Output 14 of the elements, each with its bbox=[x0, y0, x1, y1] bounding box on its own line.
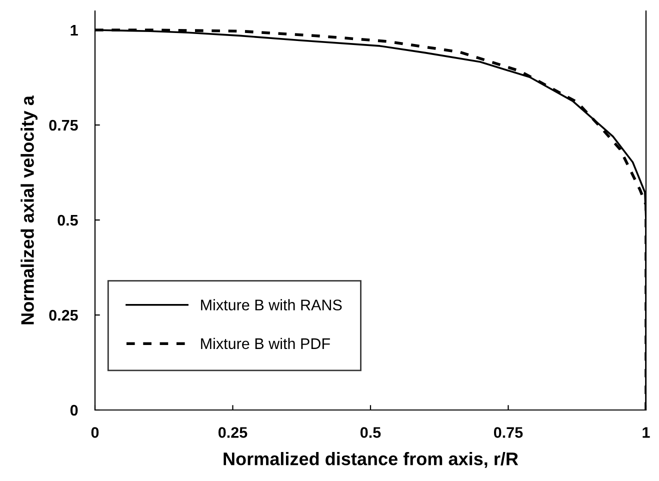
y-tick-label: 0.5 bbox=[58, 214, 78, 226]
y-tick-label: 0.75 bbox=[49, 120, 78, 131]
legend-label: Mixture B with RANS bbox=[201, 299, 342, 310]
y-tick-label: 0.25 bbox=[49, 310, 78, 321]
x-axis-title: Normalized distance from axis, r/R bbox=[224, 452, 518, 468]
legend-label: Mixture B with PDF bbox=[201, 338, 330, 350]
x-tick-label: 1 bbox=[642, 427, 650, 438]
x-tick-label: 0.5 bbox=[360, 427, 381, 438]
y-axis-title: Normalized axial velocity a bbox=[20, 95, 38, 324]
x-tick-label: 0.25 bbox=[218, 427, 248, 438]
x-tick-label: 0 bbox=[91, 427, 99, 438]
y-tick-label: 1 bbox=[70, 25, 78, 36]
x-tick-label: 0.75 bbox=[494, 427, 523, 438]
y-tick-label: 0 bbox=[70, 404, 78, 416]
